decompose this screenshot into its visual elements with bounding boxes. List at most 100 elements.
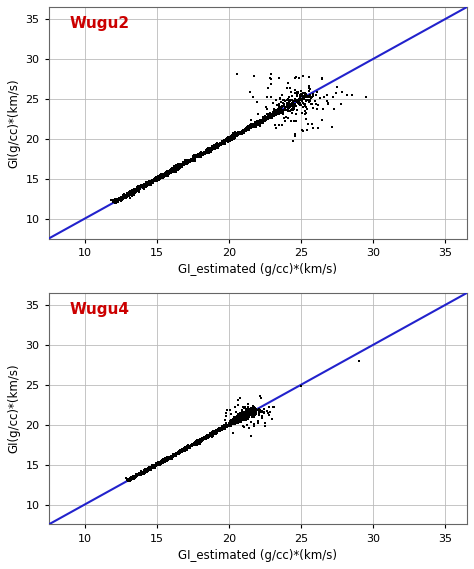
Point (114, 197, 122, 206)
Point (175, 449, 182, 458)
Point (191, 153, 199, 162)
Point (221, 136, 229, 145)
Point (246, 408, 253, 417)
Point (163, 456, 170, 465)
Point (134, 187, 142, 196)
Point (151, 461, 159, 470)
Point (215, 426, 222, 435)
Point (198, 436, 205, 445)
Point (133, 471, 141, 480)
Point (120, 191, 128, 200)
Point (230, 415, 237, 424)
Point (147, 181, 155, 190)
Point (206, 430, 214, 439)
Point (142, 467, 150, 476)
Point (137, 183, 145, 192)
Point (236, 417, 244, 426)
Point (155, 459, 163, 468)
Point (247, 411, 255, 420)
Point (193, 151, 201, 160)
Point (128, 475, 136, 484)
Point (167, 452, 175, 461)
Point (165, 166, 173, 175)
Point (296, 92, 303, 101)
Point (281, 102, 289, 111)
Point (160, 456, 168, 465)
Point (162, 167, 169, 176)
Point (217, 426, 224, 435)
Point (235, 417, 243, 426)
Point (160, 170, 167, 179)
Point (163, 455, 171, 464)
Point (223, 135, 230, 144)
Point (136, 471, 144, 480)
Point (219, 425, 227, 434)
Point (140, 467, 147, 476)
Point (153, 175, 160, 184)
Point (251, 419, 258, 428)
Point (215, 426, 222, 435)
Point (244, 123, 252, 132)
Point (203, 146, 211, 155)
Point (279, 107, 286, 116)
Point (274, 106, 282, 115)
Point (162, 171, 169, 180)
Point (195, 150, 203, 159)
Point (308, 93, 315, 102)
Point (251, 407, 258, 416)
Point (219, 139, 226, 148)
Point (268, 112, 275, 121)
Point (164, 453, 171, 462)
Point (265, 112, 273, 121)
Point (132, 472, 139, 481)
Point (257, 117, 264, 126)
Point (176, 159, 184, 168)
Point (142, 466, 150, 475)
Point (287, 106, 295, 115)
Point (235, 129, 243, 138)
Point (198, 436, 206, 446)
Point (115, 196, 123, 205)
Point (215, 425, 223, 434)
Point (289, 101, 296, 110)
Point (184, 442, 191, 451)
Point (216, 424, 223, 433)
Point (247, 432, 255, 441)
Point (163, 455, 171, 464)
Point (296, 97, 303, 106)
Point (224, 420, 232, 430)
Point (296, 100, 303, 109)
Point (204, 434, 212, 443)
Point (128, 189, 136, 198)
Point (230, 132, 237, 141)
Point (177, 446, 185, 455)
Point (228, 133, 235, 142)
Point (294, 88, 302, 97)
Point (226, 133, 234, 142)
Point (239, 407, 246, 417)
Point (163, 167, 171, 176)
Point (230, 413, 237, 422)
Point (282, 96, 289, 105)
Point (270, 108, 277, 117)
Point (221, 139, 228, 148)
Point (129, 473, 137, 482)
Point (123, 475, 131, 484)
Point (180, 446, 187, 455)
Point (185, 442, 192, 451)
Point (185, 443, 192, 452)
Point (240, 411, 247, 420)
Point (173, 449, 181, 458)
Point (289, 98, 296, 108)
Point (168, 165, 175, 174)
Point (288, 100, 295, 109)
Point (227, 418, 235, 427)
Point (264, 84, 272, 93)
Point (225, 133, 232, 142)
Point (143, 465, 150, 475)
Point (163, 455, 170, 464)
Point (236, 415, 244, 424)
Point (222, 134, 230, 143)
Point (256, 117, 264, 126)
Point (236, 410, 243, 419)
